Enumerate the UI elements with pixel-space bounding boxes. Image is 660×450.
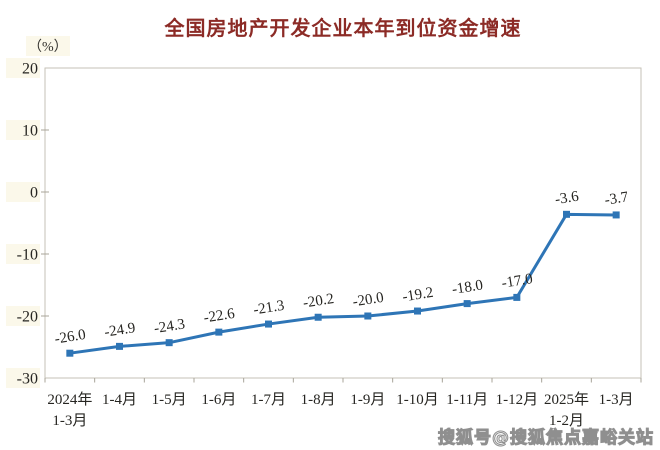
data-point-marker — [66, 349, 74, 357]
data-point-label: -21.3 — [252, 298, 285, 319]
data-point-label: -19.2 — [401, 285, 434, 306]
y-tick-label-bg — [6, 306, 40, 326]
data-point-label: -22.6 — [203, 306, 237, 327]
data-point-label: -18.0 — [451, 277, 484, 298]
y-tick-label: -20 — [17, 309, 38, 326]
x-tick-label: 2024年 — [47, 391, 92, 408]
watermark: 搜狐号@搜狐焦点嘉峪关站 — [438, 428, 654, 449]
chart-title: 全国房地产开发企业本年到位资金增速 — [164, 16, 522, 40]
y-tick-label-bg — [6, 120, 40, 140]
data-point-label: -3.7 — [604, 189, 630, 209]
data-point-label: -20.2 — [302, 291, 335, 312]
data-point-marker — [215, 328, 223, 336]
data-point-marker — [116, 342, 123, 350]
data-point-marker — [165, 339, 173, 347]
x-tick-label: 1-3月 — [52, 413, 87, 429]
data-point-marker — [364, 312, 372, 320]
x-tick-label: 1-9月 — [350, 392, 385, 408]
data-point-label: -26.0 — [54, 327, 87, 348]
y-tick-label-bg — [6, 182, 40, 202]
x-tick-label: 1-8月 — [301, 392, 336, 408]
y-tick-label: -10 — [17, 247, 38, 264]
x-tick-label: 1-6月 — [201, 392, 236, 408]
y-tick-label: 0 — [30, 185, 38, 202]
data-point-marker — [513, 293, 521, 301]
y-tick-label-bg — [6, 244, 40, 264]
x-tick-label: 1-10月 — [396, 392, 439, 408]
data-point-marker — [314, 313, 322, 321]
data-line — [68, 212, 618, 355]
data-point-label: -3.6 — [554, 189, 580, 209]
x-tick-label: 1-5月 — [152, 392, 187, 408]
x-tick-label: 1-3月 — [599, 392, 634, 408]
data-point-marker — [414, 307, 421, 315]
x-tick-label: 1-2月 — [549, 413, 584, 429]
data-point-marker — [612, 211, 620, 219]
x-tick-label: 1-12月 — [496, 392, 539, 408]
data-point-marker — [265, 320, 272, 328]
data-point-label: -24.3 — [153, 316, 186, 337]
y-tick-label: -30 — [17, 371, 38, 388]
x-tick-label: 1-4月 — [102, 392, 137, 408]
x-tick-label: 1-7月 — [251, 392, 286, 408]
data-point-label: -20.0 — [352, 290, 385, 311]
data-point-label: -17.0 — [501, 271, 534, 292]
x-tick-label: 2025年 — [544, 391, 589, 408]
y-tick-label: 20 — [22, 61, 38, 78]
data-point-marker — [463, 300, 471, 308]
x-tick-label: 1-11月 — [446, 392, 488, 408]
data-point-label: -24.9 — [103, 320, 136, 341]
y-tick-label-bg — [6, 58, 40, 78]
data-point-marker — [563, 210, 570, 218]
y-tick-label: 10 — [22, 123, 38, 140]
y-tick-label-bg — [6, 368, 40, 388]
y-axis-unit-label: （%） — [26, 36, 70, 56]
